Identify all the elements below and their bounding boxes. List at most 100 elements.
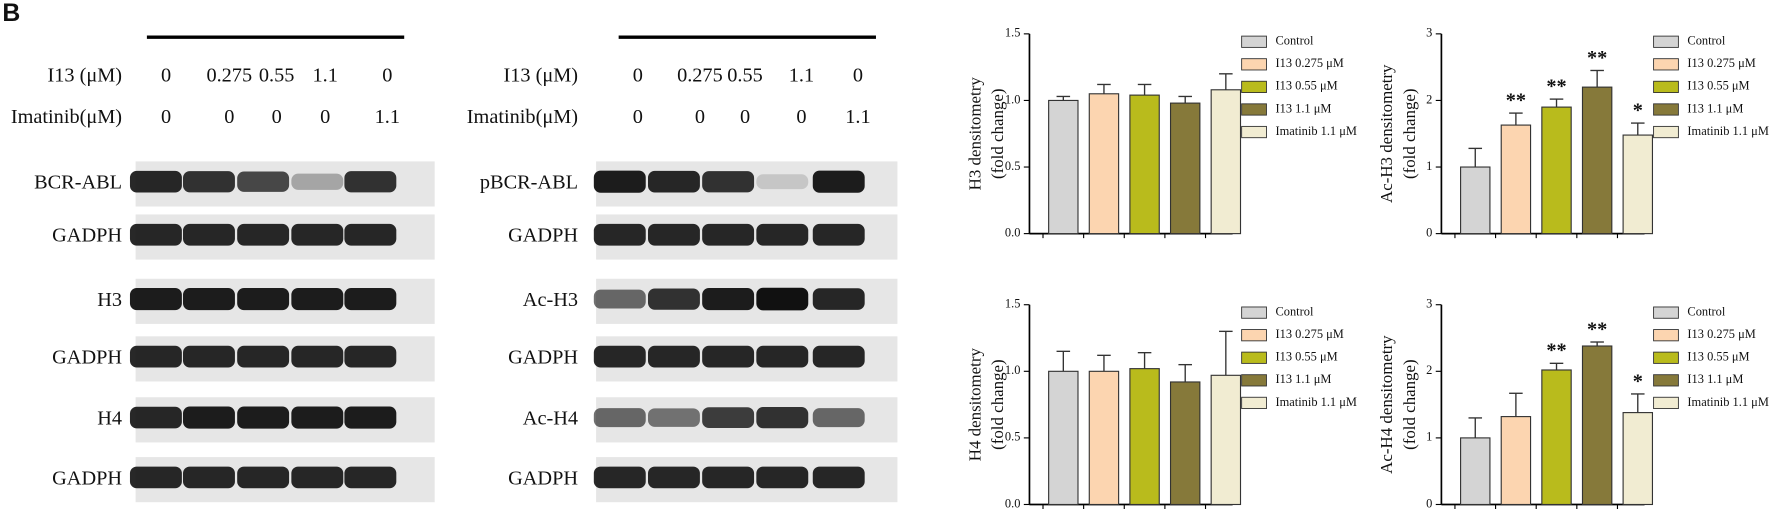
blot-label: Ac-H4 xyxy=(523,407,578,429)
y-tick-label: 1 xyxy=(1426,430,1432,444)
condition-value: 0 xyxy=(161,106,171,128)
legend-swatch xyxy=(1241,125,1267,139)
y-tick-label: 0 xyxy=(1426,496,1432,509)
y-axis-label: H4 densitometry xyxy=(965,347,984,461)
blot-band xyxy=(344,288,397,311)
blot-label: GADPH xyxy=(508,347,578,369)
blot-band xyxy=(183,171,235,193)
y-axis-label: (fold change) xyxy=(988,88,1007,179)
blot-band xyxy=(812,223,865,246)
condition-value: 1.1 xyxy=(845,106,870,128)
blot-band xyxy=(647,223,700,246)
bar xyxy=(1048,99,1079,235)
significance: ** xyxy=(1587,318,1607,340)
blot-band xyxy=(344,171,397,193)
blot-band xyxy=(647,170,700,193)
y-axis-label: (fold change) xyxy=(1400,88,1419,179)
y-tick-label: 1.0 xyxy=(1005,92,1021,106)
blot-label: Ac-H3 xyxy=(523,289,578,311)
condition-value: 1.1 xyxy=(313,64,338,86)
condition-value: 0 xyxy=(796,106,806,128)
bar xyxy=(1541,369,1572,506)
blot-band xyxy=(647,408,700,427)
condition-value: 0 xyxy=(633,64,643,86)
blot-band xyxy=(291,466,344,489)
bar xyxy=(1088,370,1120,506)
condition-value: 0 xyxy=(740,106,750,128)
y-tick-label: 0.5 xyxy=(1005,159,1021,173)
condition-label: I13 (μM) xyxy=(503,64,578,86)
bar xyxy=(1129,368,1160,506)
blot-band xyxy=(237,288,290,311)
condition-value: 0 xyxy=(633,106,643,128)
blot-band xyxy=(237,345,290,368)
blot-band xyxy=(702,466,755,489)
y-axis-label: Ac-H4 densitometry xyxy=(1377,335,1396,474)
blot-band xyxy=(756,345,809,368)
bar xyxy=(1460,437,1491,506)
blot-label: GADPH xyxy=(52,225,122,247)
condition-value: 0 xyxy=(272,106,282,128)
blot-band xyxy=(756,406,809,429)
significance: ** xyxy=(1546,75,1566,97)
legend-label: I13 0.55 μM xyxy=(1687,350,1749,364)
legend-label: Control xyxy=(1687,34,1725,48)
legend-swatch xyxy=(1241,80,1267,93)
blot-band xyxy=(291,406,344,429)
y-axis-label: Ac-H3 densitometry xyxy=(1377,64,1396,203)
bar xyxy=(1460,166,1491,235)
blot-band xyxy=(183,223,235,246)
blot-band xyxy=(593,408,646,428)
blot-band xyxy=(756,223,809,246)
legend-label: I13 1.1 μM xyxy=(1687,372,1743,386)
blot-label: H4 xyxy=(97,407,122,429)
blot-band xyxy=(291,223,344,246)
blot-label: GADPH xyxy=(508,467,578,489)
legend-label: Control xyxy=(1687,304,1725,318)
condition-value: 1.1 xyxy=(789,64,814,86)
legend-label: Imatinib 1.1 μM xyxy=(1275,395,1356,409)
blot-band xyxy=(702,171,755,193)
legend-swatch xyxy=(1653,35,1679,48)
legend-swatch xyxy=(1653,374,1679,387)
blot-band xyxy=(129,223,182,246)
bar xyxy=(1129,94,1160,235)
y-axis-label: (fold change) xyxy=(1400,359,1419,450)
y-tick-label: 3 xyxy=(1426,297,1432,311)
y-tick-label: 0 xyxy=(1426,225,1432,239)
y-tick-label: 1.5 xyxy=(1005,297,1021,311)
condition-label: Imatinib(μM) xyxy=(467,106,578,128)
panel-label: B xyxy=(2,0,20,27)
significance: * xyxy=(1633,99,1643,121)
legend-label: Imatinib 1.1 μM xyxy=(1687,395,1768,409)
condition-value: 0.55 xyxy=(727,64,763,86)
blot-band xyxy=(129,288,182,311)
legend-label: Imatinib 1.1 μM xyxy=(1275,124,1356,138)
legend-label: I13 0.275 μM xyxy=(1275,56,1343,70)
blot-band xyxy=(593,466,646,489)
blot-band xyxy=(756,174,809,190)
blot-band xyxy=(237,171,290,192)
legend-label: I13 1.1 μM xyxy=(1275,101,1331,115)
bar xyxy=(1500,124,1532,235)
bar xyxy=(1210,374,1242,506)
bar xyxy=(1541,106,1572,235)
y-tick-label: 2 xyxy=(1426,92,1432,106)
blot-band xyxy=(812,170,865,193)
y-tick-label: 0.0 xyxy=(1005,496,1021,509)
legend-label: Imatinib 1.1 μM xyxy=(1687,124,1768,138)
blot-band xyxy=(291,173,344,190)
blot-band xyxy=(291,345,344,368)
bar xyxy=(1048,370,1079,506)
condition-value: 0 xyxy=(224,106,234,128)
blot-band xyxy=(812,345,865,368)
legend-swatch xyxy=(1653,396,1679,410)
legend-swatch xyxy=(1241,103,1267,116)
significance: * xyxy=(1633,370,1643,392)
blot-band xyxy=(344,345,397,368)
condition-value: 0 xyxy=(320,106,330,128)
blot-label: H3 xyxy=(97,289,122,311)
blot-band xyxy=(291,288,344,311)
